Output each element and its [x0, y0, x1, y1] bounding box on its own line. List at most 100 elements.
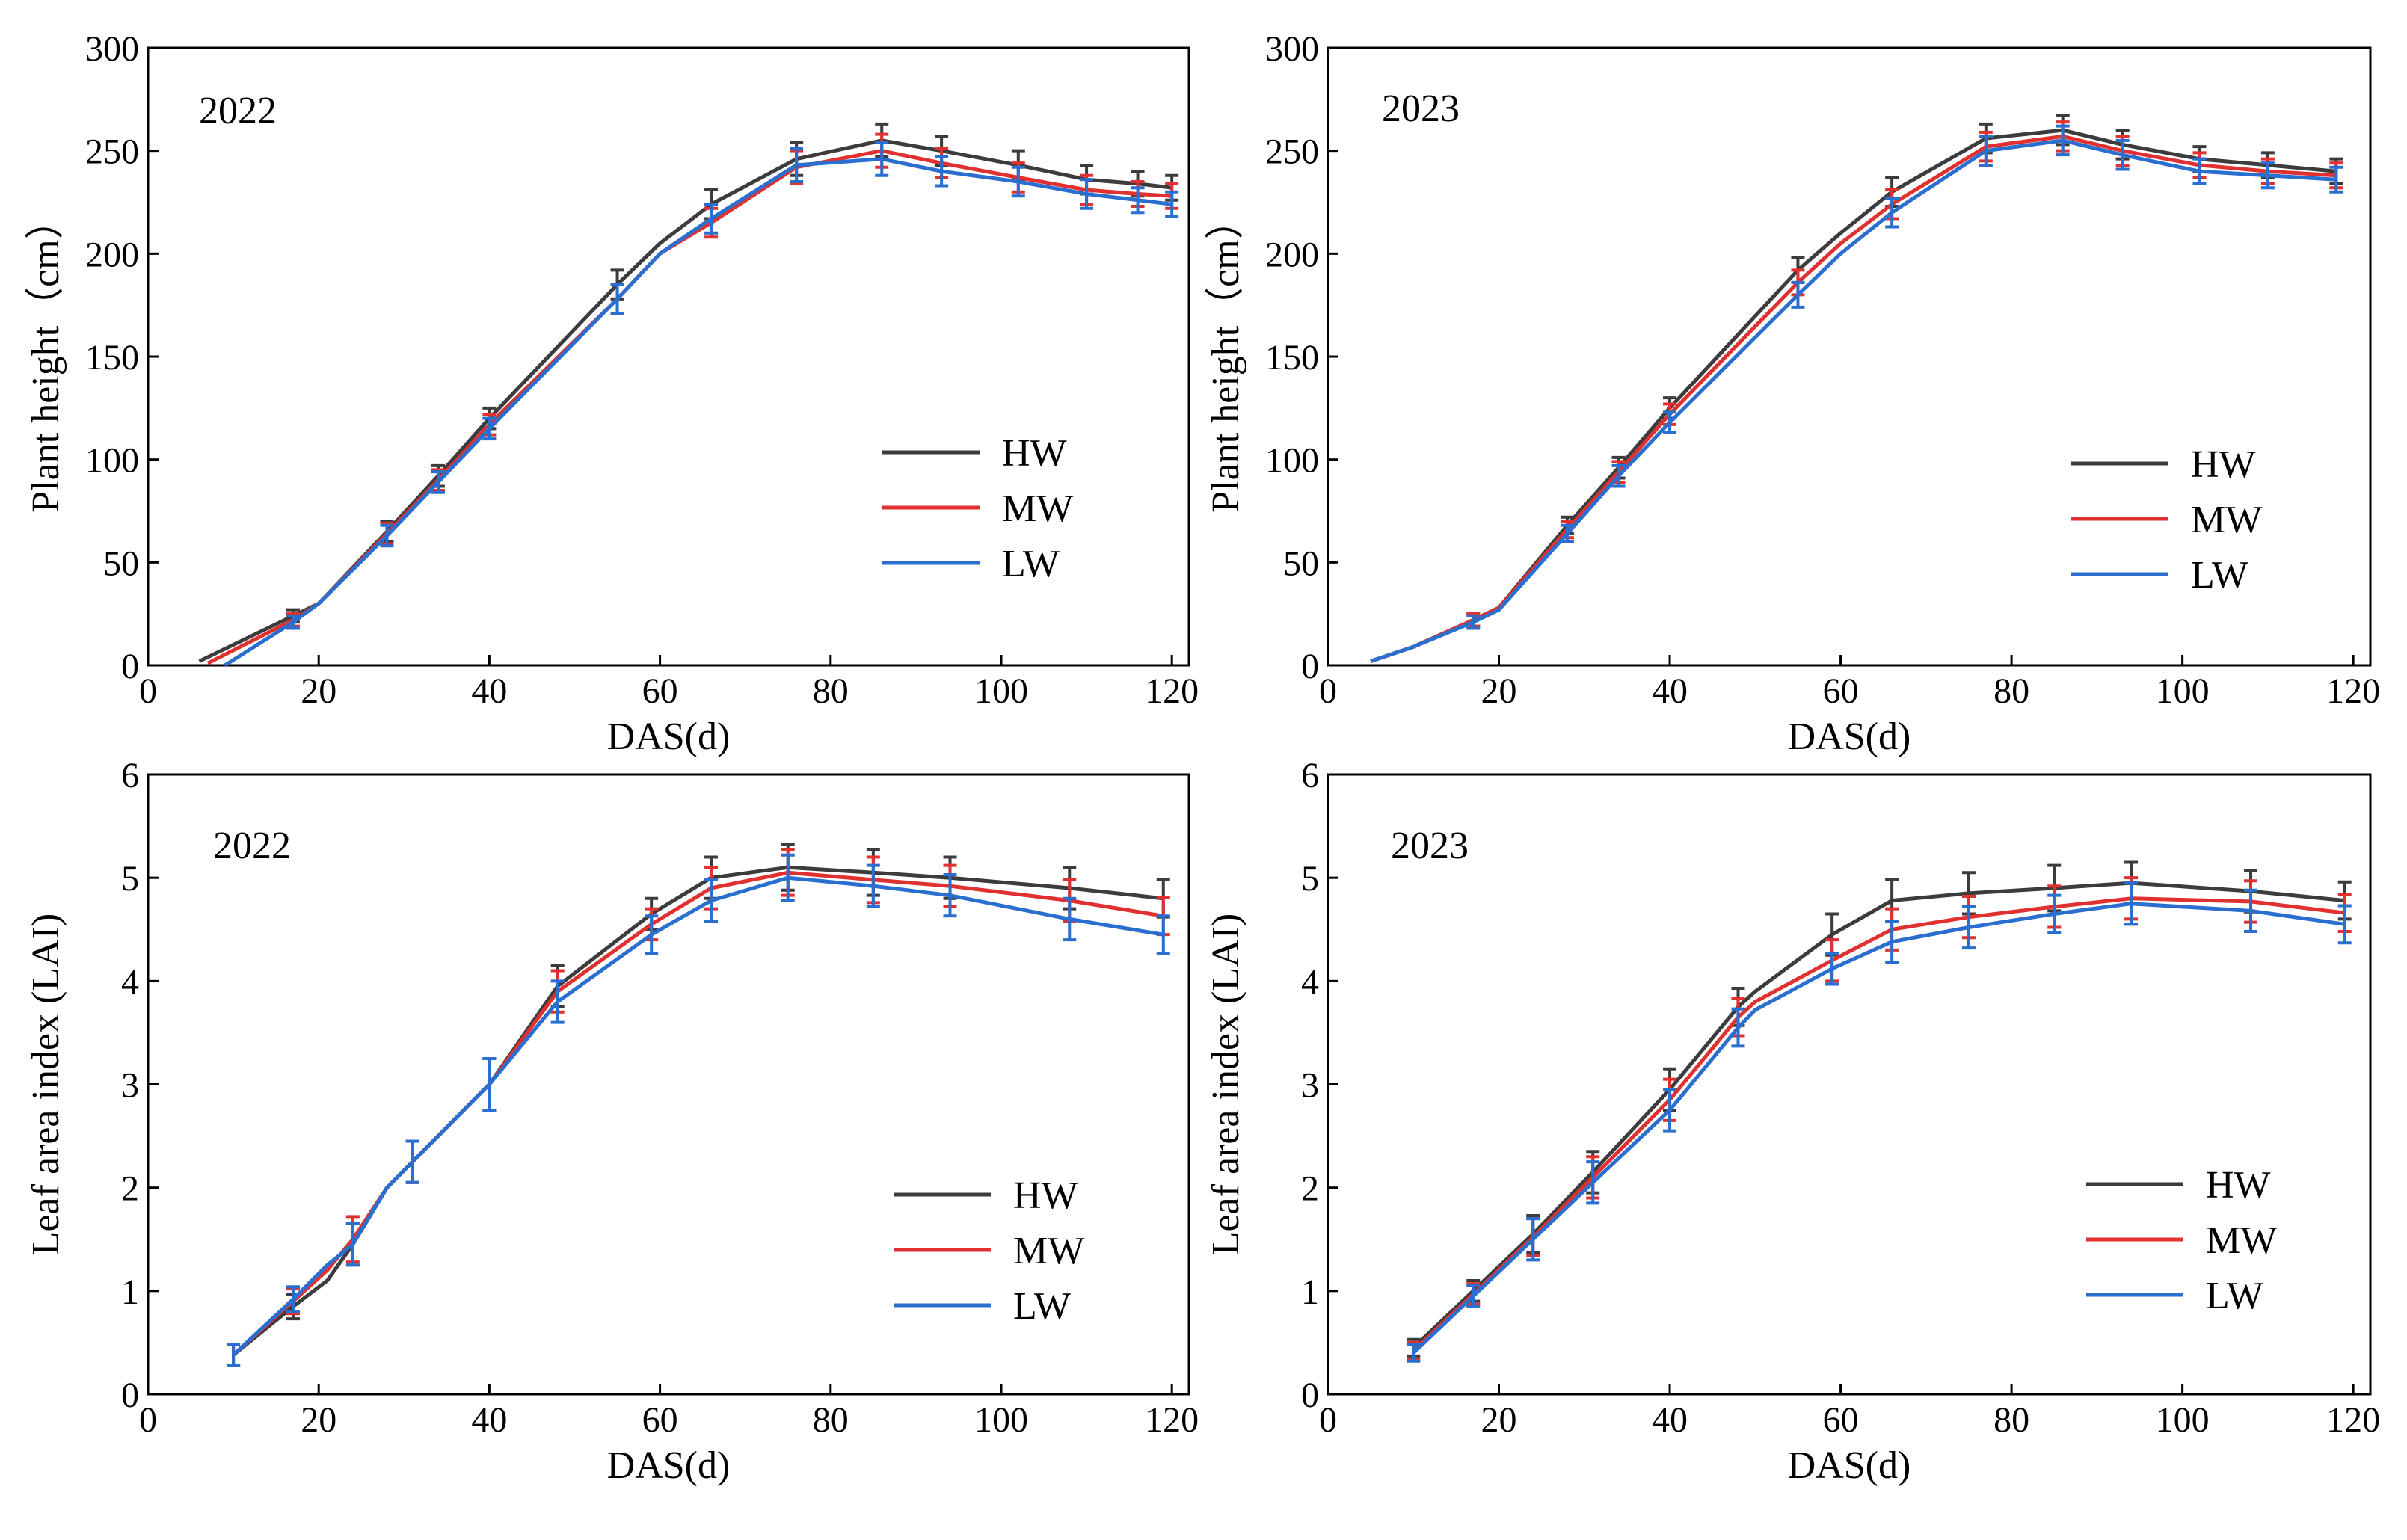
error-bar [1885, 196, 1899, 229]
x-tick-label: 100 [2156, 1400, 2210, 1440]
year-label: 2023 [1391, 825, 1469, 867]
legend: HW MW LW [2086, 1164, 2277, 1317]
y-tick-label: 50 [103, 543, 139, 583]
y-tick-label: 2 [121, 1169, 139, 1209]
y-tick-label: 300 [1265, 29, 1319, 69]
error-bar [1979, 135, 1993, 167]
x-tick-label: 0 [139, 1400, 157, 1440]
panel-4: 0 20 40 60 80 100 120 0 1 2 3 4 5 6 DAS(d) Leaf area in… [1205, 756, 2380, 1487]
x-axis-title: DAS(d) [1788, 1444, 1911, 1487]
x-tick-label: 120 [1145, 671, 1199, 711]
y-tick-label: 150 [1265, 338, 1319, 378]
error-bar [1156, 914, 1170, 955]
y-tick-label: 50 [1283, 543, 1319, 583]
error-bar [866, 863, 880, 908]
series-line-mw [232, 870, 1164, 1357]
error-bar [1407, 1343, 1421, 1363]
y-axis-title: Leaf area index (LAI) [25, 914, 67, 1256]
y-tick-label: 150 [85, 338, 139, 378]
x-tick-label: 20 [301, 671, 336, 711]
error-bar [2244, 888, 2258, 934]
error-bar [2329, 165, 2343, 194]
error-bar [1466, 1284, 1481, 1308]
error-bar [781, 853, 795, 902]
error-bar [2192, 157, 2207, 185]
error-bar [405, 1139, 419, 1184]
series-line-hw [232, 865, 1164, 1357]
series-line-mw [206, 149, 1172, 665]
x-tick-label: 40 [471, 671, 507, 711]
year-label: 2022 [199, 90, 277, 132]
x-tick-label: 40 [1652, 1400, 1688, 1440]
error-bar [1131, 186, 1145, 215]
legend-label-mw: MW [2206, 1219, 2277, 1262]
x-tick-label: 60 [642, 1400, 678, 1440]
error-bar [1080, 178, 1094, 210]
legend-label-lw: LW [2206, 1275, 2263, 1317]
y-tick-label: 6 [121, 756, 139, 795]
x-tick-label: 40 [471, 1400, 507, 1440]
x-tick-label: 40 [1652, 671, 1688, 711]
panel-1: 0 20 40 60 80 100 120 0 50 100 150 200 250 300 DAS(d) P… [25, 29, 1199, 758]
x-tick-label: 120 [2326, 1400, 2380, 1440]
error-bar [1560, 523, 1574, 543]
error-bar [286, 1285, 300, 1313]
error-bar [1466, 614, 1481, 630]
x-tick-label: 100 [974, 1400, 1028, 1440]
series-line-lw [1370, 138, 2337, 663]
error-bar [2337, 904, 2352, 945]
legend-label-mw: MW [1013, 1230, 1084, 1272]
error-bar [286, 614, 300, 630]
y-tick-label: 2 [1301, 1169, 1319, 1209]
legend-label-hw: HW [1013, 1174, 1078, 1217]
error-bar [610, 283, 624, 315]
error-bar [1731, 1007, 1745, 1048]
legend-label-lw: LW [1013, 1285, 1071, 1328]
y-tick-label: 3 [1301, 1066, 1319, 1106]
series-line-lw [224, 157, 1172, 668]
x-axis-title: DAS(d) [607, 715, 731, 758]
x-tick-label: 100 [2156, 671, 2210, 711]
x-tick-label: 0 [1319, 1400, 1337, 1440]
error-bar [2047, 893, 2062, 934]
panel-2: 0 20 40 60 80 100 120 0 50 100 150 200 250 300 DAS(d) P… [1205, 29, 2380, 758]
error-bar [1063, 896, 1077, 942]
error-bar [935, 155, 949, 188]
panel-3: 0 20 40 60 80 100 120 0 1 2 3 4 5 6 DAS(d) Leaf area in… [25, 756, 1199, 1487]
error-bar [2056, 124, 2070, 157]
series-line-mw [1412, 896, 2346, 1352]
year-label: 2022 [213, 825, 291, 867]
legend-label-hw: HW [2191, 443, 2256, 486]
legend: HW MW LW [2071, 443, 2262, 597]
y-tick-label: 4 [121, 962, 139, 1002]
y-axis-title: Leaf area index (LAI) [1205, 914, 1247, 1256]
y-tick-label: 0 [1301, 647, 1319, 686]
error-bar [704, 878, 719, 923]
y-tick-label: 0 [1301, 1376, 1319, 1415]
error-bar [1663, 1088, 1677, 1133]
y-tick-label: 100 [1265, 441, 1319, 481]
error-bar [1663, 410, 1677, 434]
error-bar [2260, 161, 2275, 190]
error-bar [875, 141, 889, 177]
x-tick-label: 80 [813, 1400, 849, 1440]
error-bar [1165, 190, 1179, 218]
series-line-hw [1412, 881, 2345, 1349]
legend-label-mw: MW [1002, 487, 1073, 530]
x-tick-label: 60 [1823, 671, 1859, 711]
y-axis-title: Plant height（cm） [1205, 200, 1247, 512]
series-lw [1370, 124, 2343, 663]
error-bar [227, 1343, 241, 1367]
y-tick-label: 5 [1301, 859, 1319, 899]
legend-label-lw: LW [1002, 543, 1060, 585]
x-tick-label: 60 [1823, 1400, 1859, 1440]
y-tick-label: 6 [1301, 756, 1319, 795]
x-tick-label: 20 [1481, 1400, 1517, 1440]
series-line-lw [232, 875, 1164, 1357]
error-bar [1961, 905, 1976, 950]
legend-label-hw: HW [2206, 1164, 2271, 1207]
y-tick-label: 200 [85, 235, 139, 274]
y-tick-label: 3 [121, 1066, 139, 1106]
error-bar [1825, 952, 1839, 986]
x-tick-label: 80 [1993, 1400, 2029, 1440]
